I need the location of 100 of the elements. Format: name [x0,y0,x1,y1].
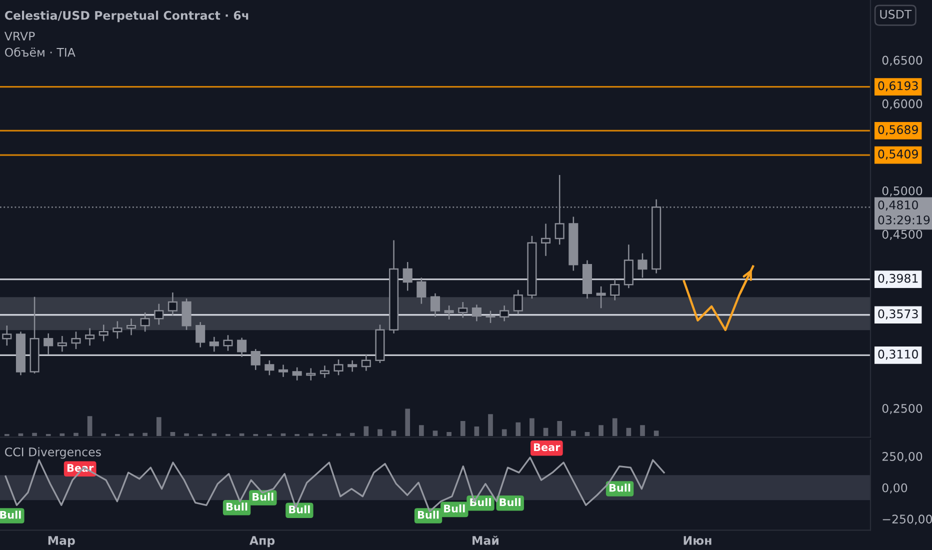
bar [170,432,176,436]
x-tick-label: Апр [249,536,275,548]
bar [654,430,659,436]
candlestick [250,348,260,371]
bar [74,432,78,436]
annotation: Bull [226,502,248,511]
bar [584,432,590,436]
candlestick [500,304,510,322]
candlestick [182,298,192,331]
bar [226,434,230,436]
candlestick [2,324,12,346]
ref-line-label: 0,5409 [878,150,918,160]
y-tick-label: 250,00 [882,452,922,462]
bar [101,433,106,436]
bar [557,421,562,436]
candlestick [444,304,454,320]
annotation: Объём · TIA [5,47,76,57]
y-tick-label: 0,2500 [882,404,922,414]
candlestick [348,360,358,372]
annotation: VRVP [4,32,35,40]
candlestick [196,321,206,348]
bar [115,434,120,436]
bar [184,433,189,436]
ref-line-label: 0,3981 [878,274,918,284]
annotation: Bull [500,498,520,506]
bar [419,425,424,436]
candlestick [140,312,150,332]
candlestick [292,366,302,382]
candlestick [402,261,412,292]
bar [626,428,632,436]
bar [543,428,548,436]
ref-line-label: 0,4810 03:29:19 [878,200,930,224]
candlestick [513,289,523,315]
bar [364,426,369,436]
candlestick [57,335,67,352]
bar [612,418,618,436]
bar [432,430,438,436]
annotation: Bull [609,484,630,492]
y-tick-label: 0,6000 [882,99,922,110]
bar [571,430,576,436]
candlestick [168,292,178,317]
candlestick [264,360,274,376]
candlestick [98,324,108,342]
candlestick [638,252,648,278]
annotation: Bear [534,443,560,452]
bar [530,418,534,436]
candlestick [596,286,606,309]
candlestick [472,304,482,322]
line-series [682,265,754,332]
bar [446,432,452,436]
y-tick-label: −250,00 [882,514,932,525]
annotation: Bull [444,504,465,512]
bar [4,434,10,436]
candlestick [85,328,95,346]
x-tick-label: Июн [684,536,712,545]
x-tick-label: Май [472,536,498,545]
bar [32,432,37,436]
bar [640,425,645,436]
candlestick [237,337,247,358]
bar [267,434,272,436]
candlestick [112,320,122,340]
bar [87,416,92,436]
bar [474,426,480,436]
bar [350,432,355,436]
candlestick [306,368,316,382]
candlestick [610,278,620,301]
bar [294,434,300,436]
bar [391,430,396,436]
candlestick [154,303,164,326]
candlestick [209,336,219,352]
candlestick [361,354,371,372]
candlestick [334,358,344,376]
ref-line-label: 0,6193 [878,81,918,92]
bar [142,432,148,436]
text: USDT [880,10,912,19]
ref-line-label: 0,5689 [878,125,918,136]
bar [336,433,341,436]
bar [598,425,604,436]
candlestick [430,292,440,318]
y-tick-label: 0,4500 [882,230,922,240]
candlestick [44,332,54,355]
y-tick-label: 0,00 [882,483,908,494]
bar [156,417,162,436]
bar [212,433,217,436]
candlestick [486,310,496,324]
bar [405,408,410,436]
candlestick [458,301,468,318]
candlestick [320,364,330,378]
candlestick [541,223,551,257]
candlestick [223,334,233,352]
text: Celestia/USD Perpetual Contract · 6ч [4,10,248,22]
candlestick [126,318,136,336]
annotation: Bull [0,510,21,519]
text: CCI Divergences [5,447,101,459]
candlestick [71,331,81,350]
bar [253,434,258,436]
bar [488,414,493,436]
candlestick [278,364,288,378]
ref-line-label: 0,3573 [878,309,918,320]
bar [198,434,203,436]
